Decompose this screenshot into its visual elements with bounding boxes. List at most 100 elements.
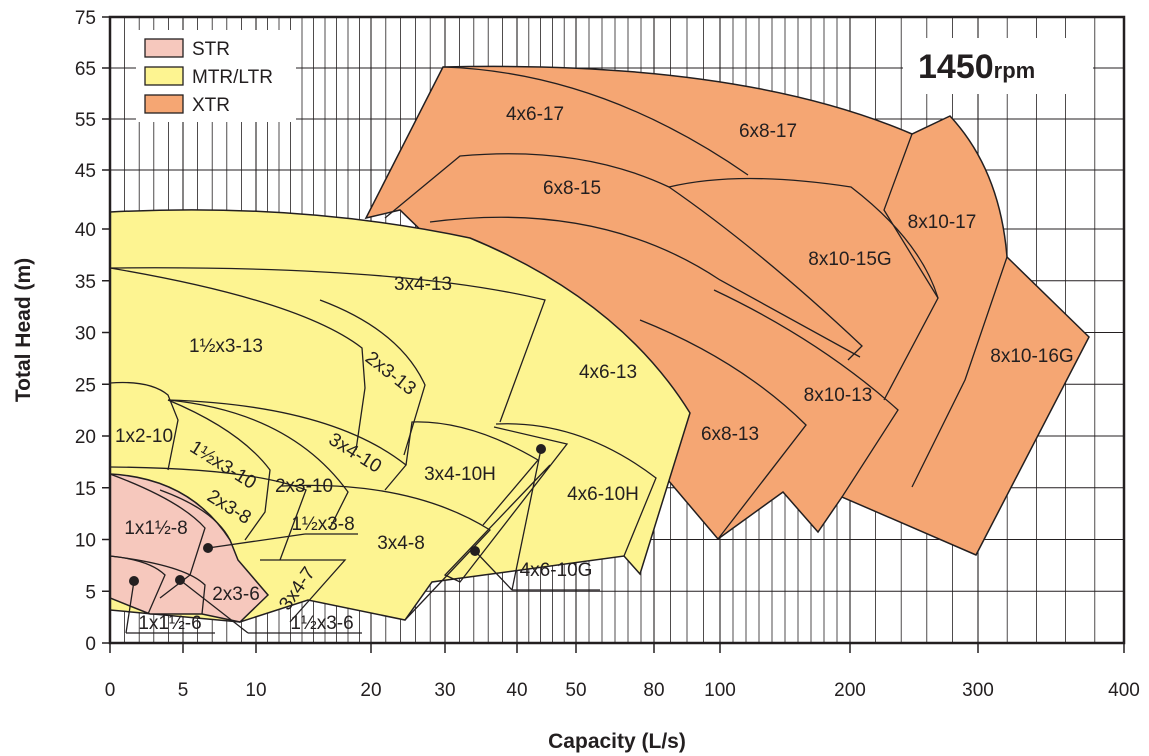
region-xtr-8x10-16G-left [911,256,1008,488]
region-mtr-main [110,209,691,623]
legend-swatch-mtr-ltr [144,66,184,86]
label-3x4-13: 3x4-13 [394,274,452,295]
y-tick-label: 30 [75,324,96,345]
region-mtr-2x3-10 [167,399,349,529]
marker-1.5x3-8 [203,543,213,553]
y-tick-label: 35 [75,272,96,293]
label-2x3-6: 2x3-6 [212,584,260,605]
x-tick-label: 20 [360,680,381,701]
x-tick-label: 0 [105,680,116,701]
region-mtr-1.5x3-13-edge [110,267,366,451]
label-3x4-10H: 3x4-10H [424,464,496,485]
y-axis-title: Total Head (m) [12,258,35,402]
x-tick-label: 400 [1108,680,1140,701]
region-xtr-8x10-17-left [883,133,939,299]
leader-4x6-10G-b [511,448,542,591]
leader-1.5x3-6 [179,579,249,634]
model-pointers [125,444,600,634]
leader-1x1.5-6 [125,580,135,634]
speed-label: 1450rpm [918,48,1035,86]
marker-4x6-10G-b [536,444,546,454]
x-tick-label: 80 [643,680,664,701]
region-xtr-6x8-15-top [384,153,939,401]
leader-1.5x3-8 [207,533,306,549]
speed-box [903,38,1093,94]
y-axis: 0 5 10 15 20 25 30 35 40 45 55 65 75 [75,8,110,655]
x-tick-label: 30 [434,680,455,701]
region-mtr-3x4-7 [260,559,347,623]
region-mtr-4x6-10H [495,423,657,557]
y-tick-label: 65 [75,59,96,80]
region-mtr-4x6-10G [443,426,569,583]
y-tick-label: 25 [75,375,96,396]
marker-1.5x3-6 [175,575,185,585]
y-tick-label: 40 [75,220,96,241]
x-tick-label: 200 [834,680,866,701]
label-8x10-17: 8x10-17 [908,212,977,233]
region-mtr-1x2-10 [110,381,179,471]
region-str-2x3-8 [159,489,231,541]
x-tick-label: 5 [178,680,189,701]
label-8x10-16G: 8x10-16G [990,346,1073,367]
x-tick-label: 300 [962,680,994,701]
label-8x10-13: 8x10-13 [804,385,873,406]
region-str-1x1.5-8 [110,473,206,599]
x-tick-label: 40 [506,680,527,701]
coverage-regions [110,65,1090,623]
region-xtr-lower-edge [639,319,807,540]
label-4x6-10H: 4x6-10H [567,484,639,505]
label-1x2-10: 1x2-10 [115,426,173,447]
y-tick-label: 55 [75,110,96,131]
x-tick-label: 100 [704,680,736,701]
legend: STR MTR/LTR XTR [136,30,296,122]
label-4x6-13: 4x6-13 [579,362,637,383]
region-mtr-1.5x3-8 [110,466,307,561]
y-tick-label: 10 [75,531,96,552]
label-1.5x3-8: 1½x3-8 [291,514,354,535]
x-tick-label: 10 [245,680,266,701]
label-6x8-17: 6x8-17 [739,121,797,142]
region-str-2x3-6 [110,555,206,615]
label-3x4-8: 3x4-8 [377,533,425,554]
label-8x10-15G: 8x10-15G [808,249,891,270]
label-4x6-17: 4x6-17 [506,104,564,125]
label-6x8-15: 6x8-15 [543,178,601,199]
region-xtr-6x8-17-edge [442,66,749,176]
y-tick-label: 15 [75,479,96,500]
speed-value: 1450 [918,48,994,86]
region-mtr-3x4-10H [405,421,539,526]
speed-annotation: 1450rpm [903,38,1093,94]
y-tick-label: 5 [85,582,96,603]
legend-swatch-str [144,38,184,58]
x-axis: 0 5 10 20 30 40 50 80 100 200 300 400 [105,643,1140,701]
y-tick-label: 75 [75,8,96,29]
legend-label-xtr: XTR [192,95,230,116]
label-1.5x3-13: 1½x3-13 [189,336,263,357]
label-1x1.5-8: 1x1½-8 [124,518,187,539]
y-tick-label: 45 [75,161,96,182]
marker-4x6-10G-a [470,546,480,556]
label-1.5x3-6: 1½x3-6 [290,613,353,634]
label-2x3-10: 2x3-10 [275,476,333,497]
region-mtr-1.5x3-10 [167,399,271,541]
region-xtr-6x8-13-top [429,216,861,358]
region-mtr-2x3-13-edge [319,299,426,456]
label-6x8-13: 6x8-13 [701,424,759,445]
leader-4x6-10G-a [474,550,513,591]
legend-label-str: STR [192,39,230,60]
region-xtr-6x8-13-right [668,186,863,361]
marker-1x1.5-6 [129,576,139,586]
speed-unit: rpm [994,58,1036,83]
y-tick-label: 0 [85,634,96,655]
region-xtr-main [364,65,1090,556]
legend-label-mtr-ltr: MTR/LTR [192,67,273,88]
legend-swatch-xtr [144,94,184,114]
y-tick-label: 20 [75,427,96,448]
plot-frame [108,15,1126,645]
region-mtr-3x4-8 [281,484,492,621]
region-mtr-3x4-13-edge [110,267,546,423]
x-axis-title: Capacity (L/s) [548,730,686,753]
region-xtr-8x10-13-top [713,289,899,498]
label-4x6-10G: 4x6-10G [520,560,593,581]
